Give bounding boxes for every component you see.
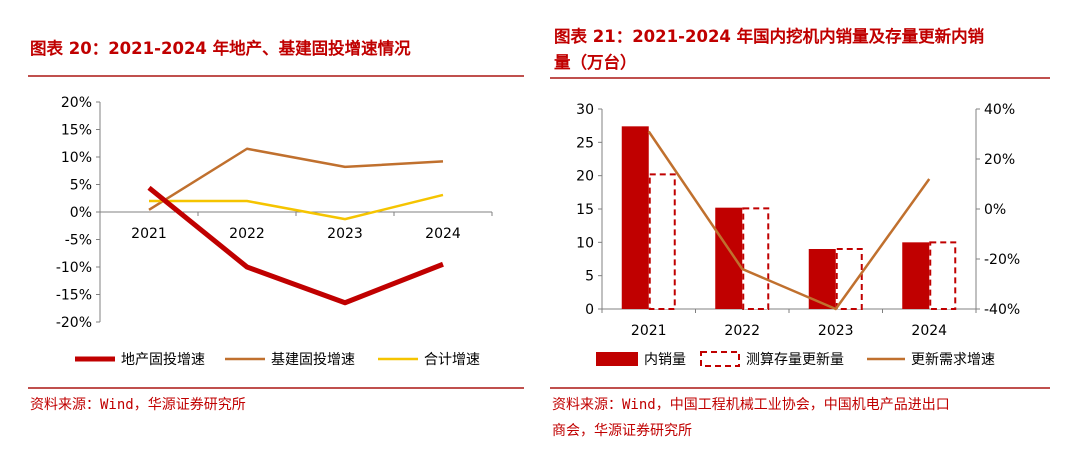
y-tick-label: 0% bbox=[70, 205, 92, 221]
legend-label: 合计增速 bbox=[424, 352, 480, 368]
legend-label-solid: 内销量 bbox=[644, 352, 686, 368]
y-tick-label-left: 15 bbox=[576, 202, 594, 218]
y-tick-label: 15% bbox=[61, 123, 92, 139]
y-tick-label-right: -20% bbox=[984, 252, 1020, 268]
legend-swatch-dashed bbox=[700, 351, 740, 367]
y-tick-label-left: 5 bbox=[585, 269, 594, 285]
x-tick-label: 2024 bbox=[425, 226, 461, 242]
legend-label-line: 更新需求增速 bbox=[911, 352, 995, 368]
source-rule-left bbox=[28, 387, 524, 389]
y-tick-label: -15% bbox=[56, 288, 92, 304]
y-tick-label-right: -40% bbox=[984, 302, 1020, 318]
legend-label: 基建固投增速 bbox=[271, 351, 355, 368]
bar-line-chart: 0 5 10 15 20 25 30 -40% -20% 0% 20% 40% 2021 2022 2023… bbox=[576, 102, 1020, 368]
y-tick-label: -5% bbox=[65, 233, 92, 249]
y-tick-label-right: 40% bbox=[984, 102, 1015, 118]
chart-panel-right: 图表 21：2021-2024 年国内挖机内销量及存量更新内销 量（万台） 0 5… bbox=[540, 0, 1080, 470]
y-tick-label-left: 10 bbox=[576, 235, 594, 251]
title-rule-right bbox=[550, 77, 1050, 79]
y-tick-label-left: 20 bbox=[576, 169, 594, 185]
x-tick-label: 2022 bbox=[229, 226, 265, 242]
series-line-1 bbox=[147, 185, 444, 306]
series-line-2 bbox=[148, 147, 444, 211]
x-tick-label: 2024 bbox=[911, 323, 947, 339]
legend-swatch-solid bbox=[596, 352, 638, 366]
bar-solid bbox=[621, 126, 649, 309]
x-tick-label: 2023 bbox=[327, 226, 363, 242]
y-tick-label-right: 0% bbox=[984, 202, 1006, 218]
y-tick-label: -10% bbox=[56, 260, 92, 276]
bar-solid bbox=[715, 207, 743, 309]
x-tick-label: 2021 bbox=[131, 226, 167, 242]
bar-dashed bbox=[742, 207, 770, 310]
y-tick-label: 10% bbox=[61, 150, 92, 166]
y-tick-label: -20% bbox=[56, 315, 92, 331]
title-rule-left bbox=[28, 75, 524, 77]
source-note-right-line1: 资料来源：Wind，中国工程机械工业协会，中国机电产品进出口 bbox=[552, 397, 950, 413]
bar-dashed bbox=[648, 173, 676, 311]
series-line-growth bbox=[647, 130, 931, 311]
chart-title-right-line1: 图表 21：2021-2024 年国内挖机内销量及存量更新内销 bbox=[554, 27, 985, 46]
legend-label-dashed: 测算存量更新量 bbox=[746, 352, 844, 368]
y-tick-label-left: 30 bbox=[576, 102, 594, 118]
y-tick-label-right: 20% bbox=[984, 152, 1015, 168]
bar-dashed bbox=[929, 241, 957, 310]
x-tick-label: 2022 bbox=[724, 323, 760, 339]
line-chart: -20% -15% -10% -5% 0% 5% 10% 15% 20% 2021 2022 2023… bbox=[56, 95, 493, 368]
chart-panel-left: 图表 20：2021-2024 年地产、基建固投增速情况 -20% -15% -10… bbox=[28, 39, 524, 413]
x-tick-label: 2021 bbox=[631, 323, 667, 339]
source-note-right-line2: 商会，华源证券研究所 bbox=[552, 423, 692, 439]
y-tick-label-left: 25 bbox=[576, 135, 594, 151]
y-tick-label: 5% bbox=[70, 178, 92, 194]
source-note-left: 资料来源：Wind，华源证券研究所 bbox=[30, 397, 246, 413]
bar-solid bbox=[902, 242, 930, 309]
y-tick-label: 20% bbox=[61, 95, 92, 111]
legend-label: 地产固投增速 bbox=[121, 352, 205, 368]
y-tick-label-left: 0 bbox=[585, 302, 594, 318]
chart-title-right-line2: 量（万台） bbox=[554, 53, 637, 72]
source-rule-right bbox=[550, 387, 1050, 389]
x-tick-label: 2023 bbox=[818, 323, 854, 339]
series-line-3 bbox=[149, 193, 444, 221]
chart-title-left: 图表 20：2021-2024 年地产、基建固投增速情况 bbox=[30, 39, 411, 58]
